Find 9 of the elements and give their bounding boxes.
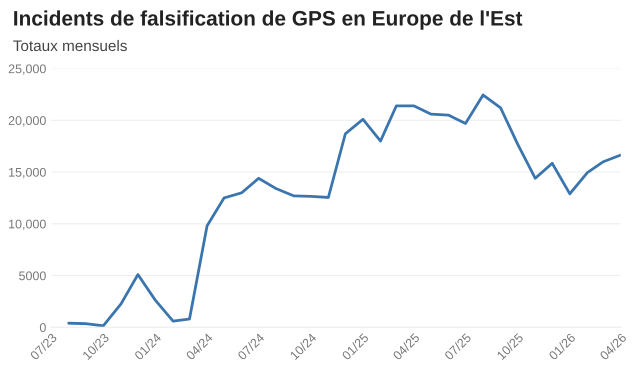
y-tick-label: 25,000 xyxy=(8,64,46,75)
y-tick-label: 5000 xyxy=(19,271,46,280)
chart-subtitle: Totaux mensuels xyxy=(13,40,127,52)
chart-title: Incidents de falsification de GPS en Europe de l'Est xyxy=(14,10,522,30)
y-tick-label: 20,000 xyxy=(8,116,46,126)
y-tick-label: 0 xyxy=(40,323,46,332)
y-tick-label: 15,000 xyxy=(9,168,46,178)
line-series xyxy=(67,94,621,328)
y-tick-label: 10,000 xyxy=(9,220,46,230)
